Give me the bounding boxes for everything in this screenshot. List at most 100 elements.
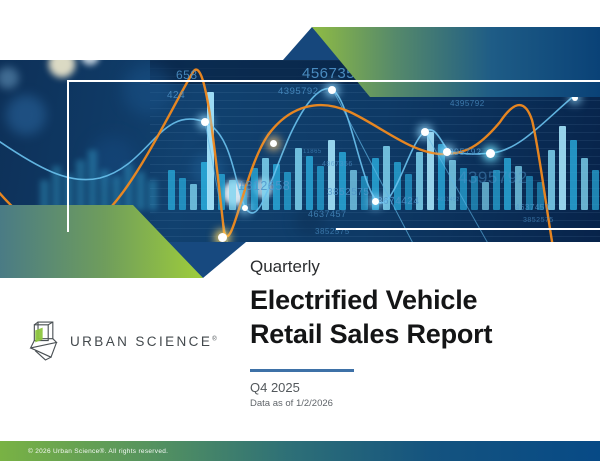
chart-bar bbox=[427, 132, 434, 210]
logo-name: URBAN SCIENCE bbox=[70, 333, 213, 349]
registered-mark: ® bbox=[212, 336, 220, 342]
bokeh-circle bbox=[46, 60, 78, 80]
chart-bar bbox=[251, 168, 258, 210]
white-frame-bottom bbox=[336, 228, 600, 230]
blurred-chart-bar bbox=[40, 180, 49, 210]
data-as-of-date: Data as of 1/2/2026 bbox=[250, 398, 333, 409]
chart-bar bbox=[284, 172, 291, 210]
chart-bar bbox=[394, 162, 401, 210]
chart-bar bbox=[273, 164, 280, 210]
chart-bar bbox=[317, 166, 324, 210]
chart-bar bbox=[306, 156, 313, 210]
title-underline-rule bbox=[250, 369, 354, 372]
data-number: 4395792 bbox=[443, 147, 482, 157]
glow-dot bbox=[328, 86, 336, 94]
bokeh-circle bbox=[118, 60, 178, 120]
glow-dot bbox=[421, 128, 429, 136]
chart-bar bbox=[471, 176, 478, 210]
chart-bar bbox=[449, 160, 456, 210]
chart-bar bbox=[405, 174, 412, 210]
chart-bar bbox=[262, 158, 269, 210]
chart-bar bbox=[190, 184, 197, 210]
report-title-line2: Retail Sales Report bbox=[250, 319, 493, 349]
data-number: 456735 bbox=[302, 65, 356, 82]
data-number: 11865 bbox=[303, 149, 322, 155]
chart-bar bbox=[559, 126, 566, 210]
blurred-chart-bar bbox=[148, 180, 157, 210]
data-number: 8674424 bbox=[377, 196, 420, 207]
glow-dot bbox=[572, 95, 578, 101]
chart-bar bbox=[581, 158, 588, 210]
glow-dot bbox=[242, 205, 248, 211]
glow-dot bbox=[485, 148, 495, 158]
data-number: 4395792 bbox=[450, 99, 485, 108]
data-number: 658 bbox=[176, 68, 198, 82]
blurred-chart-bar bbox=[124, 164, 133, 210]
urban-science-logo-icon bbox=[29, 321, 58, 361]
glow-dot bbox=[217, 232, 227, 242]
chart-bar bbox=[383, 146, 390, 210]
chart-bar bbox=[515, 166, 522, 210]
bokeh-circle bbox=[79, 60, 101, 67]
glow-dot bbox=[201, 118, 209, 126]
data-number: 4395792 bbox=[278, 86, 319, 97]
data-number: 3852575 bbox=[315, 227, 350, 236]
chart-bar bbox=[372, 158, 379, 210]
blurred-chart-bar bbox=[76, 160, 85, 210]
white-frame-top bbox=[67, 80, 600, 82]
chart-bar bbox=[201, 162, 208, 210]
chart-bar bbox=[328, 140, 335, 210]
glow-dot bbox=[443, 148, 451, 156]
chart-bar bbox=[570, 140, 577, 210]
blurred-chart-bar bbox=[52, 166, 61, 210]
chart-bar bbox=[350, 170, 357, 210]
chart-bar bbox=[548, 150, 555, 210]
chart-bar bbox=[179, 178, 186, 210]
chart-bar bbox=[229, 180, 236, 210]
chart-bar bbox=[361, 176, 368, 210]
data-number: 1812658 bbox=[238, 179, 291, 193]
data-number: 4637457 bbox=[515, 203, 550, 212]
white-frame-left bbox=[67, 80, 69, 232]
chart-bar bbox=[482, 182, 489, 210]
report-title-line1: Electrified Vehicle bbox=[250, 285, 478, 315]
blurred-chart-bar bbox=[100, 170, 109, 210]
diagonal-line-icon bbox=[424, 131, 488, 242]
data-number: 4611452 bbox=[437, 197, 460, 203]
chart-bar bbox=[526, 176, 533, 210]
data-number: 3852575 bbox=[327, 187, 370, 198]
blurred-chart-bar bbox=[136, 172, 145, 210]
data-number: 4395792 bbox=[458, 168, 528, 187]
glow-dot bbox=[269, 139, 277, 147]
chart-bar bbox=[416, 152, 423, 210]
orange-trend-curve bbox=[0, 68, 554, 242]
chart-bar bbox=[460, 168, 467, 210]
chart-bar bbox=[592, 170, 599, 210]
data-number: 4967356 bbox=[322, 161, 353, 168]
footer-bar: © 2026 Urban Science®. All rights reserv… bbox=[0, 441, 600, 461]
glow-dot bbox=[371, 197, 379, 205]
report-title: Electrified Vehicle Retail Sales Report bbox=[250, 283, 492, 351]
chart-bar bbox=[218, 174, 225, 210]
chart-bar bbox=[295, 148, 302, 210]
chart-bar bbox=[537, 182, 544, 210]
bokeh-circle bbox=[0, 65, 21, 91]
blurred-chart-bar bbox=[112, 176, 121, 210]
report-kicker: Quarterly bbox=[250, 257, 320, 276]
chart-bar bbox=[339, 152, 346, 210]
data-number: 4637457 bbox=[308, 209, 347, 219]
diagonal-line-icon bbox=[332, 89, 413, 242]
bokeh-circle bbox=[2, 91, 50, 139]
data-number: 3852575 bbox=[523, 217, 554, 224]
chart-bar bbox=[438, 144, 445, 210]
logo-wordmark: URBAN SCIENCE® bbox=[70, 334, 219, 349]
report-period: Q4 2025 bbox=[250, 380, 300, 395]
chart-bar bbox=[493, 170, 500, 210]
urban-science-logo: URBAN SCIENCE® bbox=[26, 319, 219, 363]
chart-bar bbox=[168, 170, 175, 210]
data-number: 424 bbox=[167, 90, 186, 101]
logo-green-facet bbox=[35, 327, 43, 343]
chart-bar bbox=[504, 158, 511, 210]
